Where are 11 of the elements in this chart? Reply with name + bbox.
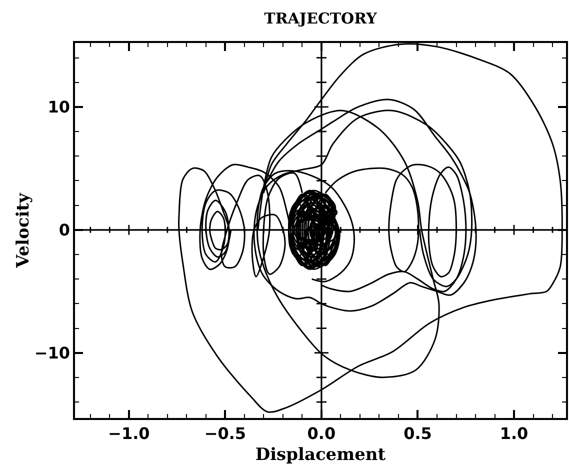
x-tick-label: 0.0 [307,424,336,443]
y-tick-label: 0 [58,220,70,240]
chart-title: TRAJECTORY [264,9,378,28]
x-tick-label: −0.5 [204,424,246,443]
x-tick-label: 0.5 [404,424,432,443]
x-tick-label: −1.0 [108,424,150,443]
x-axis-title: Displacement [255,444,386,465]
y-axis-title: Velocity [13,192,34,269]
x-tick-label: 1.0 [500,424,528,443]
y-tick-label: 10 [48,98,70,117]
y-tick-label: −10 [34,343,70,362]
